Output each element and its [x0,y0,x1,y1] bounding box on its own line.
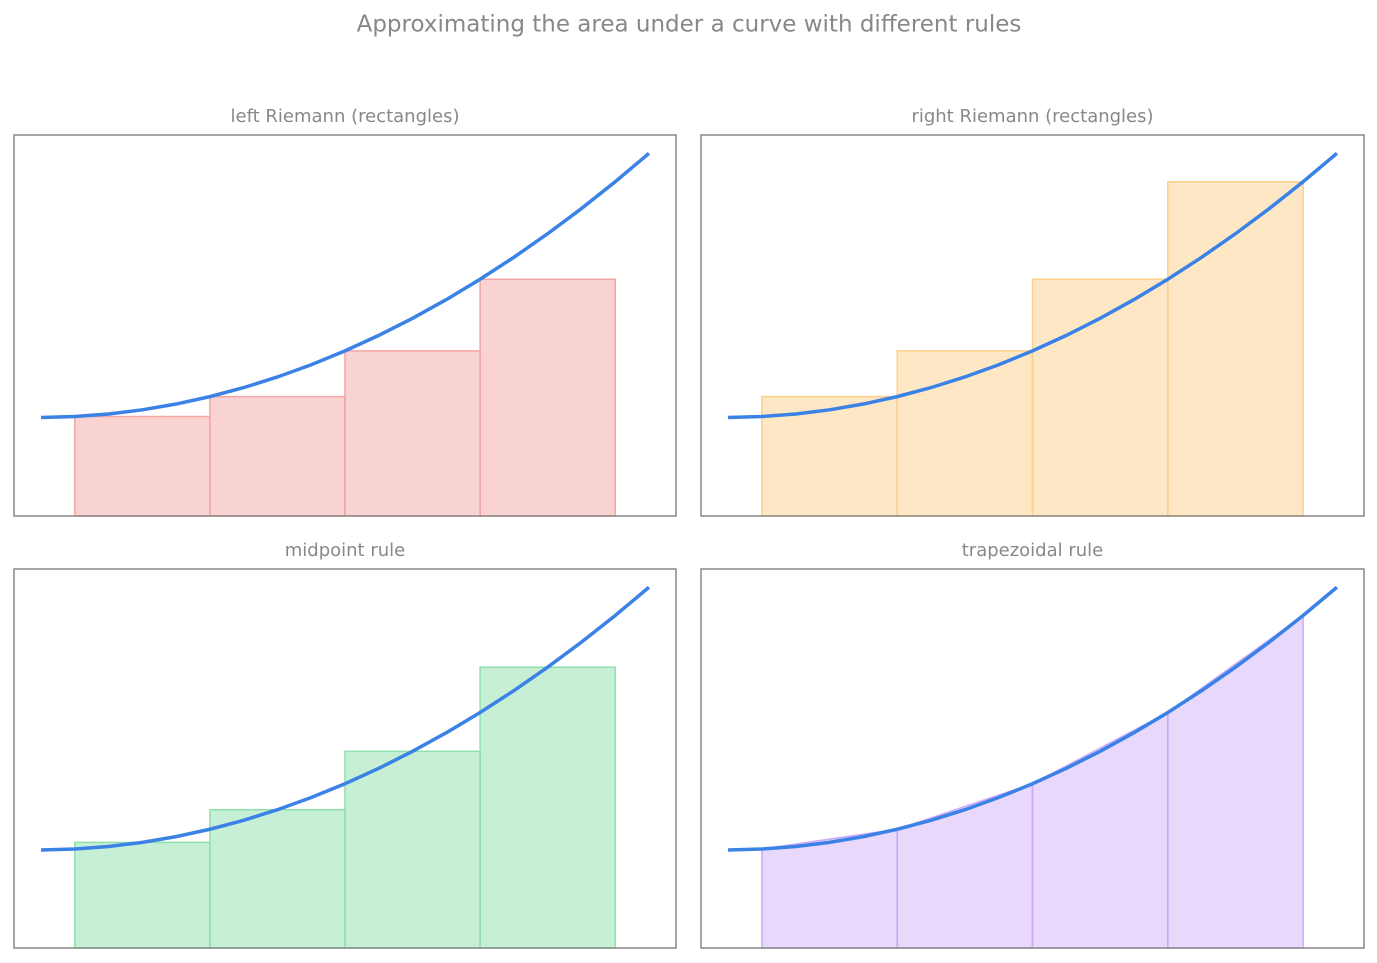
bar [209,808,346,949]
trapezoid [1031,711,1169,949]
curve [728,152,1339,420]
subplot-title: right Riemann (rectangles) [911,106,1153,127]
bar [1031,278,1169,517]
subplot-title: midpoint rule [285,540,405,561]
bar [479,278,616,517]
bar [344,750,481,949]
subplot-title: left Riemann (rectangles) [231,106,460,127]
curve [728,585,1339,852]
axes-frame [700,568,1365,949]
bar [209,395,346,517]
axes-frame [13,568,677,949]
curve [40,152,651,420]
bar [479,666,616,949]
figure-title: Approximating the area under a curve wit… [357,12,1022,38]
bar [74,415,211,517]
curve [40,585,651,852]
subplot-title: trapezoidal rule [962,540,1104,561]
bar [1167,181,1304,517]
bar [344,350,481,517]
bar [74,841,211,949]
axes-frame [13,134,677,517]
axes-frame [700,134,1365,517]
